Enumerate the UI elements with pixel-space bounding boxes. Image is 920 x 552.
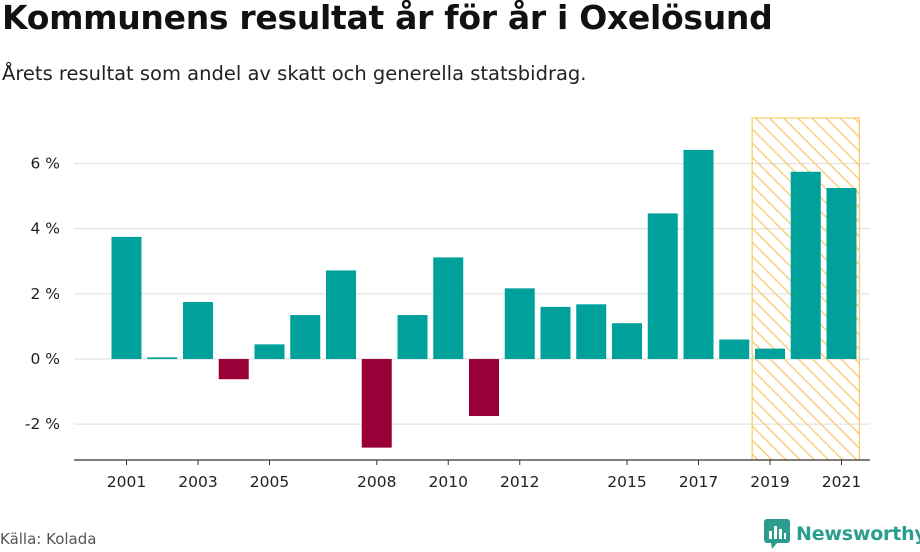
x-tick-label: 2005 xyxy=(250,473,289,491)
bar xyxy=(361,359,392,448)
bar xyxy=(147,357,178,360)
y-tick-label: 6 % xyxy=(30,155,60,173)
x-tick-label: 2017 xyxy=(679,473,718,491)
y-tick-label: 2 % xyxy=(30,285,60,303)
x-tick-label: 2001 xyxy=(107,473,146,491)
bar xyxy=(469,359,499,417)
brand-name: Newsworthy xyxy=(796,523,920,545)
bar xyxy=(576,304,607,360)
bar xyxy=(433,257,464,360)
bar xyxy=(683,149,714,360)
x-tick-label: 2019 xyxy=(750,473,789,491)
x-tick-label: 2012 xyxy=(500,473,539,491)
x-tick-label: 2021 xyxy=(822,473,861,491)
bar xyxy=(290,315,321,360)
bar xyxy=(326,270,356,360)
bar xyxy=(218,359,249,380)
bar xyxy=(719,339,750,360)
x-tick-label: 2003 xyxy=(178,473,217,491)
y-tick-label: -2 % xyxy=(25,415,60,433)
bar xyxy=(254,344,285,360)
bar xyxy=(755,348,785,360)
bar xyxy=(790,171,821,360)
x-tick-label: 2010 xyxy=(429,473,468,491)
bar xyxy=(397,315,428,360)
bar xyxy=(111,236,142,360)
bar-chart: -2 % 0 % 2 % 4 % 6 % 2001 2003 2005 2008 2010 2012… xyxy=(25,117,870,491)
x-tick-label: 2008 xyxy=(357,473,396,491)
source-note: Källa: Kolada xyxy=(0,530,97,548)
bar xyxy=(647,213,678,360)
bar xyxy=(612,323,642,360)
bar xyxy=(540,306,571,360)
bar xyxy=(504,288,535,360)
x-tick-label: 2015 xyxy=(607,473,646,491)
bar xyxy=(183,302,213,360)
newsworthy-logo-icon xyxy=(764,519,790,549)
chart-title: Kommunens resultat år för år i Oxelösund xyxy=(2,0,773,37)
chart-subtitle: Årets resultat som andel av skatt och ge… xyxy=(2,62,587,85)
y-tick-label: 0 % xyxy=(30,350,60,368)
brand-logo: Newsworthy xyxy=(764,518,920,550)
bar xyxy=(826,188,857,360)
y-tick-label: 4 % xyxy=(30,220,60,238)
